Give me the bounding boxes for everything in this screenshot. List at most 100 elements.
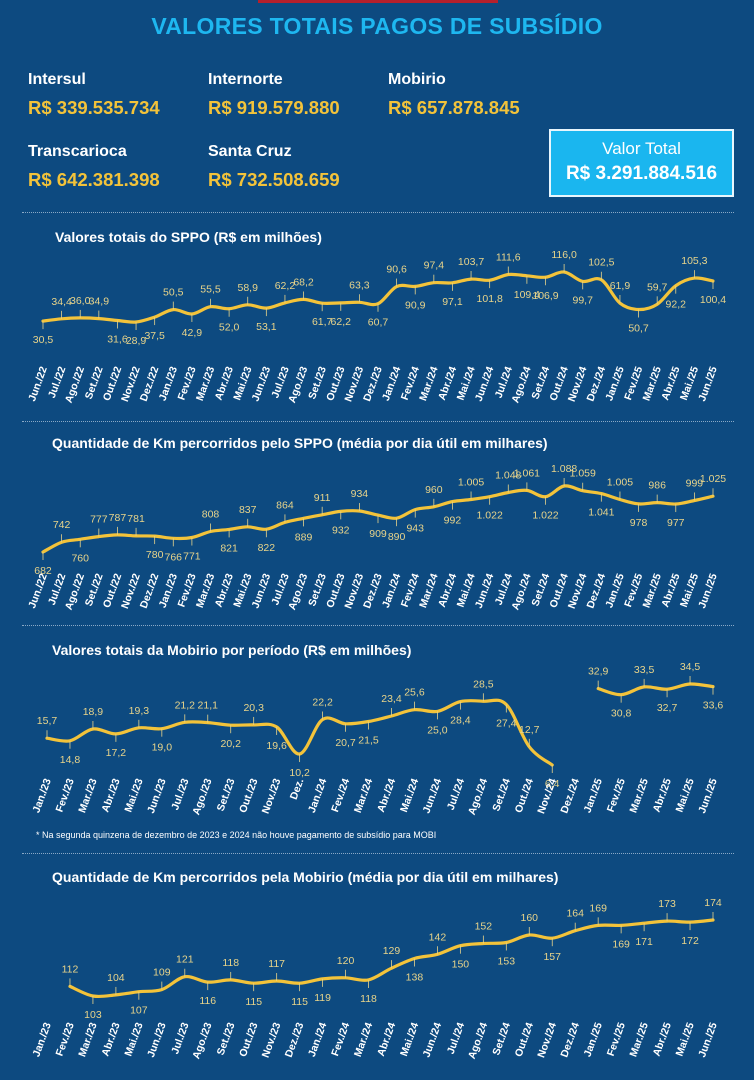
data-label: 34,9: [89, 296, 110, 308]
x-tick-label: Abr./24: [375, 777, 398, 814]
data-label: 174: [704, 897, 722, 909]
data-label: 1.061: [514, 467, 540, 479]
data-label: 171: [635, 936, 653, 948]
data-label: 787: [109, 512, 127, 524]
data-label: 31,6: [107, 333, 128, 345]
data-label: 32,9: [588, 666, 609, 678]
data-label: 105,3: [681, 255, 707, 267]
data-label: 116: [199, 995, 216, 1007]
data-label: 943: [406, 523, 424, 535]
data-label: 18,9: [83, 706, 104, 718]
x-tick-label: Mai./24: [398, 777, 421, 814]
data-label: 55,5: [200, 284, 221, 296]
data-label: 808: [202, 509, 220, 521]
data-label: 53,1: [256, 321, 277, 333]
data-label: 821: [220, 542, 238, 554]
data-label: 120: [337, 955, 355, 967]
data-label: 30,8: [611, 708, 632, 720]
chart-title-mobirio-valores: Valores totais da Mobirio por período (R…: [52, 642, 412, 658]
data-label: 742: [53, 519, 71, 531]
data-label: 157: [543, 951, 561, 963]
data-label: 781: [127, 513, 145, 525]
data-label: 92,2: [666, 299, 687, 311]
data-label: 100,4: [700, 294, 726, 306]
x-tick-label: Mai./25: [674, 777, 697, 814]
data-label: 99,7: [573, 294, 594, 306]
x-tick-label: Jun./22: [26, 572, 50, 610]
data-label: 19,0: [152, 742, 173, 754]
x-tick-label: Mai./24: [398, 1021, 421, 1058]
top-accent-bar: [258, 0, 498, 3]
data-label: 20,3: [243, 702, 264, 714]
x-tick-label: Jun./22: [26, 365, 50, 403]
company-value: R$ 919.579.880: [208, 97, 340, 118]
data-label: 118: [360, 993, 377, 1005]
divider: [22, 853, 734, 854]
data-label: 32,7: [657, 702, 678, 714]
data-label: 102,5: [588, 257, 614, 269]
data-label: 50,7: [628, 322, 649, 334]
data-label: 152: [475, 921, 493, 933]
data-label: 28,5: [473, 678, 494, 690]
data-label: 121: [176, 954, 194, 966]
x-tick-label: Nov./23: [260, 777, 284, 816]
x-tick-label: Jun./24: [421, 777, 445, 815]
data-label: 890: [388, 531, 406, 543]
x-tick-label: Abr./25: [651, 777, 674, 814]
data-label: 37,5: [144, 330, 165, 342]
company-name: Transcarioca: [28, 143, 127, 160]
data-label: 115: [291, 996, 308, 1008]
data-label: 68,2: [293, 276, 314, 288]
divider: [22, 212, 734, 213]
company-mobirio: Mobirio R$ 657.878.845: [388, 71, 520, 119]
data-label: 21,1: [198, 700, 219, 712]
data-label: 117: [268, 958, 285, 970]
x-tick-label: Jan./24: [306, 777, 330, 815]
company-name: Internorte: [208, 71, 283, 88]
x-tick-label: Mar./24: [352, 777, 376, 815]
chart-sppo-valores: 30,5 34,436,034,9 31,628,937,5 50,5 42,9 55,5…: [26, 249, 726, 405]
chart-mobirio-km: 112 103 104 107 109 121 116 118 115 117 115 119 120 1…: [30, 897, 722, 1061]
divider: [22, 625, 734, 626]
company-value: R$ 732.508.659: [208, 169, 340, 190]
data-label: 27,4: [496, 717, 517, 729]
x-tick-label: Mar./23: [76, 1021, 100, 1059]
x-tick-label: Ago./23: [190, 777, 214, 817]
company-name: Santa Cruz: [208, 143, 292, 160]
x-tick-label: Fev./24: [329, 777, 352, 814]
data-label: 109,4: [514, 289, 540, 301]
x-tick-label: Fev./23: [54, 1021, 77, 1058]
data-label: 19,3: [129, 705, 150, 717]
x-tick-label: Abr./23: [99, 777, 122, 814]
data-label: 777: [90, 514, 108, 526]
data-label: 1.022: [477, 510, 503, 522]
data-label: 977: [667, 517, 685, 529]
data-label: 60,7: [368, 317, 389, 329]
total-label: Valor Total: [602, 139, 681, 158]
x-tick-label: Jul./23: [169, 777, 192, 812]
data-label: 97,1: [442, 296, 463, 308]
data-label: 164: [566, 908, 584, 920]
x-tick-label: Out./23: [237, 1021, 261, 1059]
x-tick-label: Jul./24: [445, 1021, 468, 1056]
data-label: 22,2: [312, 696, 333, 708]
total-box: Valor Total R$ 3.291.884.516: [549, 129, 734, 197]
x-tick-label: Mai./23: [122, 1021, 145, 1058]
data-label: 960: [425, 484, 443, 496]
data-label: 911: [314, 492, 331, 504]
data-label: 62,2: [275, 280, 296, 292]
page-title: VALORES TOTAIS PAGOS DE SUBSÍDIO: [151, 13, 603, 39]
company-name: Intersul: [28, 71, 86, 88]
x-tick-label: Mai./25: [674, 1021, 697, 1058]
data-label: 21,2: [175, 699, 196, 711]
x-tick-label: Set./24: [490, 1021, 513, 1057]
x-tick-label: Fev./23: [54, 777, 77, 814]
data-label: 34,5: [680, 661, 701, 673]
data-label: 992: [444, 515, 462, 527]
x-tick-label: Nov./24: [535, 777, 559, 816]
data-label: 116,0: [551, 249, 577, 261]
data-label: 28,9: [126, 335, 147, 347]
x-tick-label: Jul./24: [445, 777, 468, 812]
data-label: 15,7: [37, 715, 58, 727]
data-label: 889: [295, 531, 313, 543]
